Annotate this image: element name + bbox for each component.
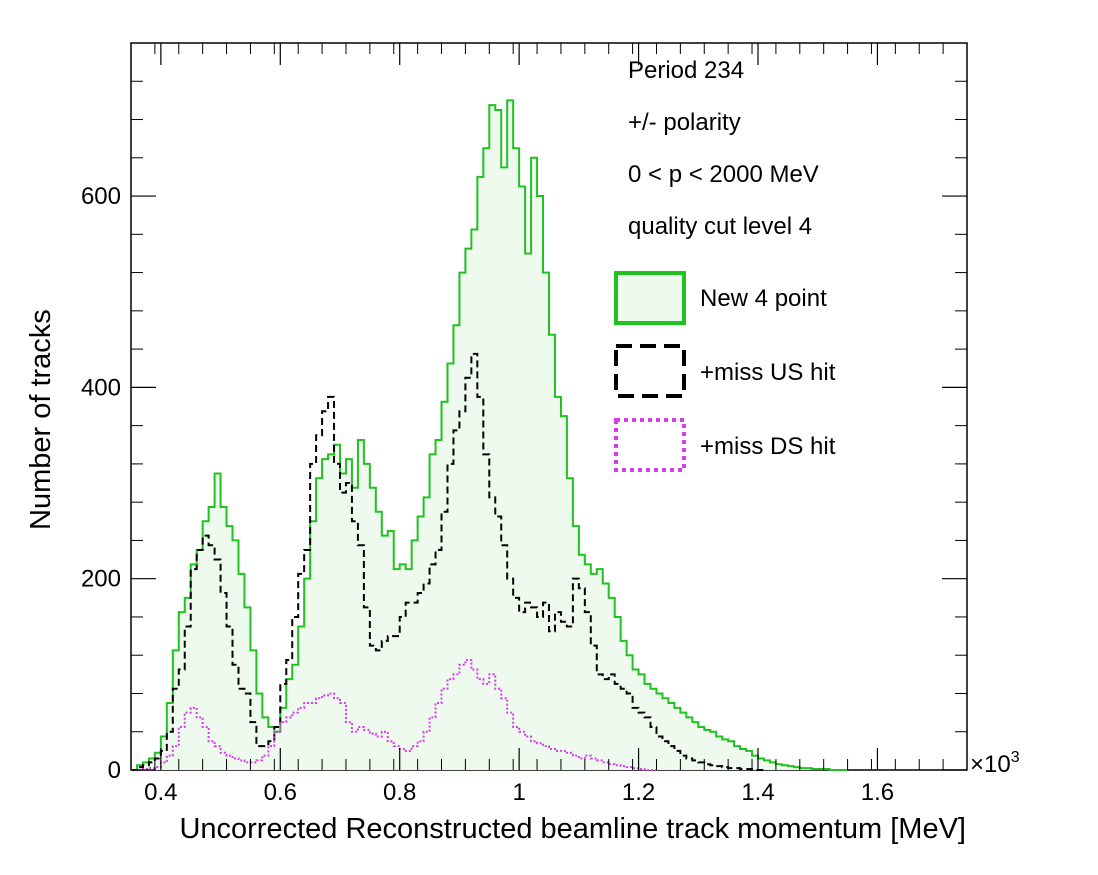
series-layer bbox=[131, 99, 848, 771]
legend-item-miss-ds-hit: +miss DS hit bbox=[614, 418, 836, 472]
x-axis-multiplier: ×103 bbox=[970, 749, 1020, 778]
x-axis-title: Uncorrected Reconstructed beamline track… bbox=[179, 813, 966, 845]
x-tick-label: 0.6 bbox=[264, 779, 297, 806]
legend-swatch-miss-ds-hit bbox=[614, 418, 686, 472]
legend-swatch-miss-us-hit bbox=[614, 344, 686, 398]
legend-item-miss-us-hit: +miss US hit bbox=[614, 344, 836, 398]
annotation-quality-cut: quality cut level 4 bbox=[628, 213, 812, 240]
x-multiplier-exponent: 3 bbox=[1011, 749, 1020, 766]
series-line-new-4-point bbox=[131, 99, 848, 771]
x-tick-label: 0.8 bbox=[383, 779, 416, 806]
x-tick-label: 1.4 bbox=[741, 779, 774, 806]
legend: New 4 point +miss US hit +miss DS hit bbox=[614, 271, 836, 472]
annotation-polarity: +/- polarity bbox=[628, 109, 741, 136]
x-tick-label: 1 bbox=[512, 779, 525, 806]
legend-item-new-4-point: New 4 point bbox=[614, 271, 827, 325]
x-multiplier-base: ×10 bbox=[970, 751, 1011, 778]
y-tick-label: 400 bbox=[81, 374, 121, 401]
annotation-period: Period 234 bbox=[628, 57, 744, 84]
y-tick-label: 0 bbox=[108, 757, 121, 784]
annotation-block: Period 234 +/- polarity 0 < p < 2000 MeV… bbox=[628, 57, 819, 240]
legend-label-miss-ds-hit: +miss DS hit bbox=[700, 433, 836, 460]
series-line-miss-ds-hit bbox=[131, 658, 657, 771]
x-tick-label: 1.2 bbox=[622, 779, 655, 806]
annotation-momentum-range: 0 < p < 2000 MeV bbox=[628, 161, 819, 188]
legend-label-new-4-point: New 4 point bbox=[700, 285, 827, 312]
legend-swatch-new-4-point bbox=[614, 271, 686, 325]
y-tick-label: 200 bbox=[81, 566, 121, 593]
x-tick-label: 1.6 bbox=[861, 779, 894, 806]
x-tick-label: 0.4 bbox=[144, 779, 177, 806]
series-fill-new-4-point bbox=[131, 100, 848, 770]
series-line-miss-us-hit bbox=[131, 352, 764, 771]
y-axis-title: Number of tracks bbox=[25, 309, 57, 530]
axis-layer: 0.4 0.6 0.8 1 1.2 1.4 1.6 0 200 400 600 bbox=[81, 42, 968, 806]
y-tick-label: 600 bbox=[81, 183, 121, 210]
legend-label-miss-us-hit: +miss US hit bbox=[700, 359, 836, 386]
